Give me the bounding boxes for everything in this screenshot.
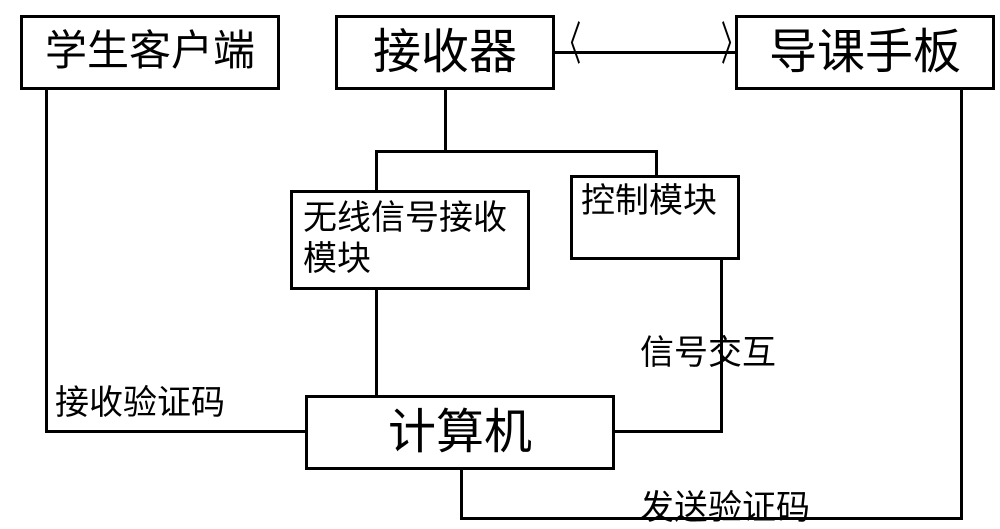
edge-bus-control (655, 150, 658, 175)
edge-label-recv-code: 接收验证码 (55, 375, 225, 424)
node-student-client: 学生客户端 (20, 15, 280, 90)
edge-control-left (615, 430, 723, 433)
node-label: 接收器 (373, 24, 517, 82)
node-computer: 计算机 (305, 395, 615, 470)
node-label: 导课手板 (769, 24, 961, 82)
edge-bus-horizontal (375, 150, 658, 153)
edge-label-signal-xchg: 信号交互 (640, 325, 776, 374)
edge-receiver-tablet (555, 51, 735, 54)
node-label: 学生客户端 (45, 27, 255, 77)
edge-control-down (720, 260, 723, 432)
node-tablet: 导课手板 (735, 15, 995, 90)
edge-student-down (45, 90, 48, 430)
edge-tablet-left (460, 517, 963, 520)
edge-tablet-down (960, 90, 963, 520)
node-label: 计算机 (388, 404, 532, 462)
edge-wireless-computer (375, 290, 378, 395)
edge-student-right (45, 430, 305, 433)
edge-receiver-down (444, 90, 447, 150)
arrowhead-right-icon: 〉 (721, 22, 746, 68)
node-label: 控制模块 (581, 182, 717, 223)
node-label: 无线信号接收模块 (303, 199, 517, 281)
arrowhead-left-icon: 〈 (556, 22, 581, 68)
node-control-mod: 控制模块 (570, 175, 740, 260)
edge-bus-wireless (375, 150, 378, 190)
edge-tablet-up (460, 470, 463, 520)
edge-label-send-code: 发送验证码 (640, 480, 810, 529)
diagram-canvas: 学生客户端 接收器 导课手板 无线信号接收模块 控制模块 计算机 接收验证码 信… (0, 0, 1000, 524)
node-receiver: 接收器 (335, 15, 555, 90)
node-wireless-recv: 无线信号接收模块 (290, 190, 530, 290)
